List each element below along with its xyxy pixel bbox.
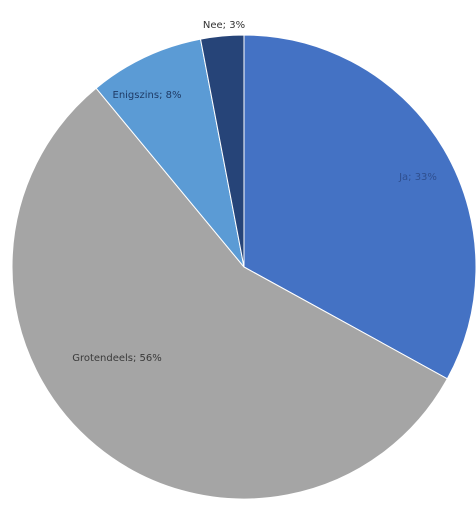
pie-label-enigszins: Enigszins; 8% <box>113 90 182 101</box>
pie-label-grotendeels: Grotendeels; 56% <box>72 353 162 364</box>
pie-label-ja: Ja; 33% <box>398 172 437 183</box>
pie-label-nee: Nee; 3% <box>203 20 245 31</box>
pie-slice-grotendeels <box>11 87 448 500</box>
pie-labels: Ja; 33% Grotendeels; 56% Enigszins; 8% Nee;… <box>72 20 437 364</box>
pie-slice-ja <box>243 34 476 380</box>
pie-slice-nee <box>199 34 245 268</box>
pie-slices <box>11 34 476 500</box>
pie-slice-enigszins <box>95 38 245 268</box>
